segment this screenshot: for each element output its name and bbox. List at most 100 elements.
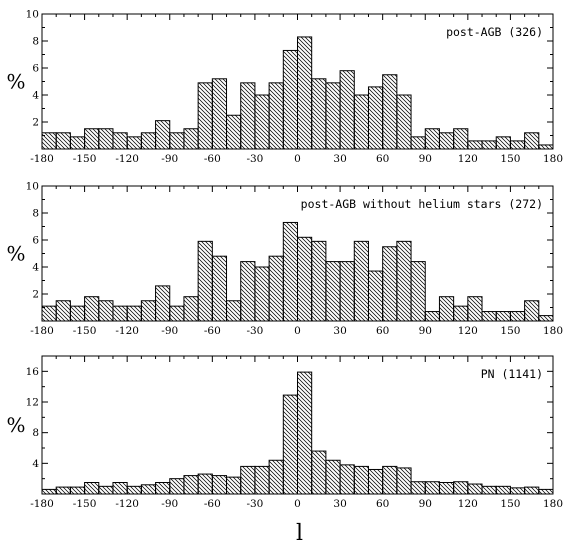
histogram-bar bbox=[98, 485, 114, 495]
histogram-bar bbox=[382, 246, 398, 322]
histogram-bar bbox=[84, 296, 100, 322]
histogram-bar bbox=[424, 481, 440, 495]
y-tick-label: 10 bbox=[26, 181, 39, 193]
histogram-bar bbox=[495, 136, 511, 150]
x-tick-label: 30 bbox=[333, 325, 346, 337]
histogram-bar bbox=[297, 36, 313, 150]
histogram-bar bbox=[55, 300, 71, 322]
histogram-bar bbox=[197, 473, 213, 495]
histogram-bar bbox=[169, 132, 185, 150]
x-tick-label: 180 bbox=[543, 325, 563, 337]
x-tick-label: 120 bbox=[458, 498, 478, 510]
histogram-bar bbox=[183, 128, 199, 150]
histogram-bar bbox=[282, 394, 298, 495]
histogram-bar bbox=[282, 49, 298, 150]
histogram-bar bbox=[353, 94, 369, 150]
histogram-bar bbox=[84, 128, 100, 150]
histogram-bar bbox=[297, 371, 313, 495]
histogram-bar bbox=[197, 82, 213, 150]
histogram-bar bbox=[84, 482, 100, 495]
histogram-bar bbox=[467, 483, 483, 495]
histogram-bar bbox=[453, 128, 469, 150]
y-tick-label: 6 bbox=[32, 63, 39, 75]
histogram-bar bbox=[524, 486, 540, 495]
histogram-panel-2: -180 -150 -120 -90 -60 -30 0 30 60 90 120 150 180 2 4 6… bbox=[6, 181, 563, 338]
histogram-bar bbox=[126, 136, 142, 150]
histogram-bar bbox=[367, 468, 384, 495]
x-tick-label: -180 bbox=[30, 325, 54, 337]
histogram-bar bbox=[382, 465, 398, 495]
x-tick-label: -150 bbox=[73, 325, 97, 337]
histogram-panel-3: -180 -150 -120 -90 -60 -30 0 30 60 90 120 150 180 4 8 1… bbox=[6, 355, 563, 546]
histogram-bar bbox=[226, 300, 242, 322]
histogram-bar bbox=[538, 315, 554, 322]
y-tick-label: 8 bbox=[32, 208, 39, 220]
histogram-bar bbox=[140, 132, 157, 150]
histogram-bar bbox=[69, 486, 86, 495]
histogram-bar bbox=[382, 74, 398, 150]
x-tick-label: 180 bbox=[543, 153, 563, 165]
histogram-bar bbox=[339, 261, 355, 322]
panel-title: PN (1141) bbox=[481, 367, 543, 381]
x-tick-label: -150 bbox=[73, 498, 97, 510]
histogram-bar bbox=[410, 481, 426, 495]
histogram-bar bbox=[325, 82, 341, 150]
y-tick-label: 6 bbox=[32, 235, 39, 247]
histogram-bar bbox=[353, 465, 369, 495]
x-tick-label: 0 bbox=[294, 153, 301, 165]
histogram-bar bbox=[453, 481, 469, 495]
histogram-bar bbox=[524, 300, 540, 322]
histogram-bar bbox=[538, 488, 554, 495]
y-tick-label: 4 bbox=[32, 458, 39, 470]
histogram-bar bbox=[240, 82, 256, 150]
panel-title: post-AGB (326) bbox=[446, 25, 543, 39]
y-axis-label: % bbox=[6, 413, 25, 437]
y-tick-label: 2 bbox=[32, 289, 39, 301]
histogram-bar bbox=[126, 305, 142, 322]
x-tick-label: 90 bbox=[419, 325, 432, 337]
x-tick-label: -150 bbox=[73, 153, 97, 165]
y-tick-label: 4 bbox=[32, 90, 39, 102]
x-tick-label: -30 bbox=[246, 498, 263, 510]
histogram-bar bbox=[183, 296, 199, 322]
histogram-bar bbox=[169, 478, 185, 495]
histogram-bar bbox=[410, 136, 426, 150]
x-tick-label: 150 bbox=[500, 153, 520, 165]
histogram-bar bbox=[481, 311, 497, 322]
histogram-bar bbox=[126, 485, 142, 495]
histogram-bar bbox=[410, 261, 426, 322]
histogram-bar bbox=[467, 140, 483, 150]
histogram-bar bbox=[55, 486, 71, 495]
x-tick-label: 60 bbox=[376, 153, 389, 165]
x-tick-label: 180 bbox=[543, 498, 563, 510]
histogram-bar bbox=[467, 296, 483, 322]
histogram-bar bbox=[353, 240, 369, 322]
y-axis-label: % bbox=[6, 242, 25, 266]
x-tick-label: 120 bbox=[458, 153, 478, 165]
x-tick-label: 150 bbox=[500, 498, 520, 510]
histogram-bar bbox=[453, 305, 469, 322]
histogram-bar bbox=[367, 86, 384, 150]
histogram-bar bbox=[98, 128, 114, 150]
histogram-bar bbox=[112, 305, 128, 322]
x-tick-label: 90 bbox=[419, 498, 432, 510]
histogram-bar bbox=[197, 240, 213, 322]
histogram-bar bbox=[140, 300, 157, 322]
histogram-bar bbox=[509, 140, 526, 150]
x-tick-label: 150 bbox=[500, 325, 520, 337]
histogram-bar bbox=[339, 464, 355, 495]
x-tick-label: -30 bbox=[246, 153, 263, 165]
histogram-bar bbox=[481, 140, 497, 150]
x-tick-label: -60 bbox=[204, 325, 221, 337]
histogram-bar bbox=[254, 94, 270, 150]
histogram-bar bbox=[155, 285, 171, 322]
y-axis-label: % bbox=[6, 70, 25, 94]
x-axis-label: l bbox=[296, 521, 303, 546]
histogram-bar bbox=[481, 485, 497, 495]
x-tick-label: -120 bbox=[115, 153, 139, 165]
histogram-bar bbox=[325, 261, 341, 322]
histogram-bar bbox=[268, 459, 284, 495]
histogram-bar bbox=[240, 261, 256, 322]
x-tick-label: 60 bbox=[376, 325, 389, 337]
